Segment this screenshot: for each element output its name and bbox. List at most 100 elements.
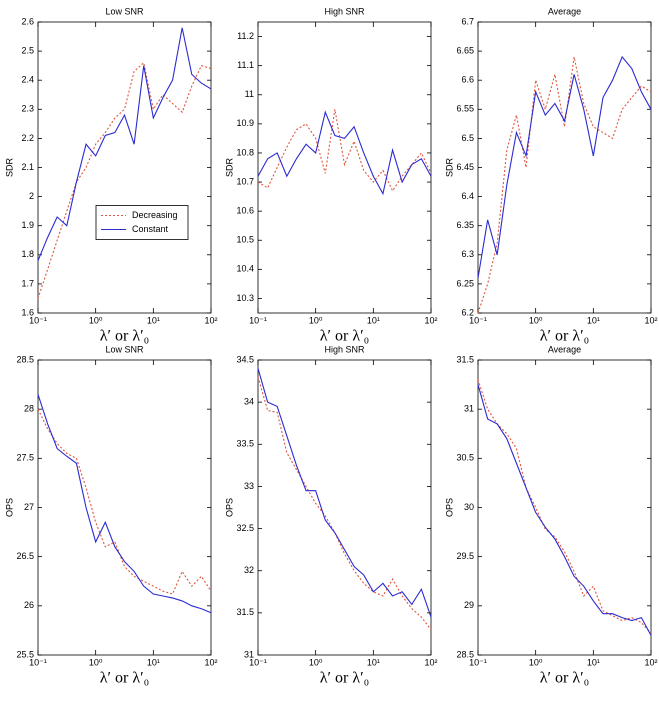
- x-tick-label: 10⁻¹: [469, 657, 487, 667]
- y-tick-label: 10.5: [236, 235, 254, 245]
- y-tick-label: 11.1: [237, 60, 254, 70]
- y-tick-label: 27.5: [16, 453, 34, 463]
- y-tick-label: 34: [244, 397, 254, 407]
- legend-label: Decreasing: [132, 210, 178, 220]
- y-tick-label: 26.5: [16, 551, 34, 561]
- y-tick-label: 31.5: [456, 354, 474, 364]
- y-tick-label: 10.9: [236, 118, 254, 128]
- y-tick-label: 1.9: [21, 220, 34, 230]
- y-tick-label: 33.5: [236, 439, 254, 449]
- x-tick-label: 10¹: [147, 315, 160, 325]
- x-tick-label: 10¹: [147, 657, 160, 667]
- x-axis-label: λ′ or λ′₀: [320, 328, 369, 345]
- plot-frame: [257, 21, 432, 314]
- plot-frame: [37, 359, 212, 656]
- y-tick-label: 31.5: [236, 607, 254, 617]
- series-line: [37, 61, 212, 299]
- y-tick-label: 10.4: [236, 264, 254, 274]
- y-tick-label: 26: [24, 600, 34, 610]
- y-tick-label: 1.8: [21, 249, 34, 259]
- y-tick-label: 6.25: [456, 278, 474, 288]
- plot-frame: [477, 359, 652, 656]
- y-tick-label: 6.45: [456, 162, 474, 172]
- series-line: [257, 368, 432, 618]
- y-tick-label: 31: [464, 404, 474, 414]
- y-tick-label: 6.5: [461, 133, 474, 143]
- legend-box: [95, 205, 189, 240]
- y-axis-label: OPS: [4, 498, 14, 517]
- y-axis-label: SDR: [224, 158, 234, 178]
- x-tick-label: 10²: [644, 315, 657, 325]
- y-tick-label: 11.2: [237, 31, 254, 41]
- y-tick-label: 6.35: [456, 220, 474, 230]
- y-tick-label: 6.4: [461, 191, 474, 201]
- x-axis-label: λ′ or λ′₀: [540, 328, 589, 345]
- y-axis-label: SDR: [444, 158, 454, 178]
- panel-title: High SNR: [324, 344, 365, 354]
- series-line: [257, 110, 432, 196]
- x-tick-label: 10¹: [367, 315, 380, 325]
- y-axis-label: OPS: [444, 498, 454, 517]
- y-tick-label: 1.7: [21, 278, 34, 288]
- y-tick-label: 6.7: [461, 16, 474, 26]
- x-tick-label: 10²: [644, 657, 657, 667]
- series-line: [477, 55, 652, 279]
- y-tick-label: 25.5: [16, 649, 34, 659]
- y-tick-label: 28: [24, 404, 34, 414]
- x-tick-label: 10⁰: [309, 657, 323, 667]
- x-tick-label: 10⁰: [529, 657, 543, 667]
- x-axis-label: λ′ or λ′₀: [100, 670, 149, 687]
- y-tick-label: 32: [244, 565, 254, 575]
- x-axis-label: λ′ or λ′₀: [540, 670, 589, 687]
- panel-title: Average: [548, 344, 581, 354]
- y-tick-label: 2: [29, 191, 34, 201]
- plot-frame: [257, 359, 432, 656]
- y-tick-label: 33: [244, 481, 254, 491]
- x-tick-label: 10²: [424, 315, 437, 325]
- y-tick-label: 6.65: [456, 45, 474, 55]
- y-tick-label: 34.5: [236, 354, 254, 364]
- y-axis-label: OPS: [224, 498, 234, 517]
- x-tick-label: 10⁰: [529, 315, 543, 325]
- x-tick-label: 10²: [424, 657, 437, 667]
- x-tick-label: 10¹: [587, 315, 600, 325]
- x-tick-label: 10⁻¹: [249, 315, 267, 325]
- x-tick-label: 10⁻¹: [249, 657, 267, 667]
- panel-title: High SNR: [324, 6, 365, 16]
- y-tick-label: 10.8: [236, 147, 254, 157]
- y-tick-label: 6.2: [461, 307, 474, 317]
- x-tick-label: 10⁻¹: [29, 657, 47, 667]
- x-tick-label: 10¹: [587, 657, 600, 667]
- plot-frame: [37, 21, 212, 314]
- x-axis-label: λ′ or λ′₀: [320, 670, 369, 687]
- y-tick-label: 6.3: [461, 249, 474, 259]
- y-tick-label: 27: [24, 502, 34, 512]
- y-tick-label: 28.5: [16, 354, 34, 364]
- y-tick-label: 2.2: [21, 133, 34, 143]
- panel-title: Average: [548, 6, 581, 16]
- legend-label: Constant: [132, 224, 169, 234]
- series-line: [477, 379, 652, 634]
- y-tick-label: 1.6: [21, 307, 34, 317]
- series-line: [37, 394, 212, 614]
- plot-frame: [477, 21, 652, 314]
- y-tick-label: 2.3: [21, 104, 34, 114]
- y-tick-label: 2.1: [21, 162, 34, 172]
- y-tick-label: 6.55: [456, 104, 474, 114]
- panel-title: Low SNR: [105, 6, 144, 16]
- panel-title: Low SNR: [105, 344, 144, 354]
- y-tick-label: 28.5: [456, 649, 474, 659]
- y-tick-label: 10.7: [236, 176, 254, 186]
- x-tick-label: 10¹: [367, 657, 380, 667]
- y-axis-label: SDR: [4, 158, 14, 178]
- series-line: [257, 376, 432, 631]
- y-tick-label: 30.5: [456, 453, 474, 463]
- x-tick-label: 10⁻¹: [29, 315, 47, 325]
- x-tick-label: 10²: [204, 315, 217, 325]
- y-tick-label: 6.6: [461, 75, 474, 85]
- x-tick-label: 10⁰: [309, 315, 323, 325]
- y-tick-label: 29.5: [456, 551, 474, 561]
- y-tick-label: 2.5: [21, 45, 34, 55]
- y-tick-label: 30: [464, 502, 474, 512]
- y-tick-label: 32.5: [236, 523, 254, 533]
